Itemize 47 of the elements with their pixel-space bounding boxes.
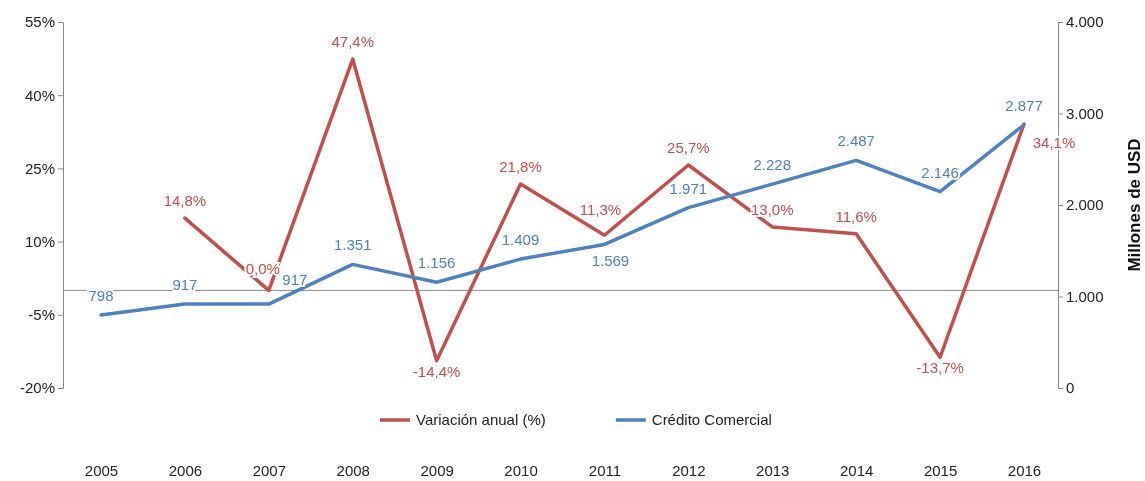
y2-tick-label: 0: [1066, 379, 1075, 397]
x-tick-label: 2014: [839, 461, 874, 479]
data-label: -14,4%: [412, 362, 461, 380]
y2-axis-title: Millones de USD: [1125, 138, 1144, 272]
x-tick-label: 2005: [84, 461, 119, 479]
y-tick-label: 25%: [24, 159, 55, 177]
x-tick-label: 2008: [336, 461, 370, 479]
x-tick-label: 2015: [923, 461, 958, 479]
data-label: 11,3%: [579, 201, 622, 219]
data-label: 1.569: [591, 252, 630, 270]
data-label: 2.487: [837, 132, 875, 150]
data-label: 2.877: [1005, 96, 1043, 114]
data-label: 21,8%: [499, 158, 542, 176]
data-label: 1.409: [501, 231, 540, 249]
data-label: 917: [172, 276, 198, 294]
y2-tick-label: 4.000: [1066, 13, 1104, 31]
y2-tick-label: 2.000: [1066, 196, 1104, 214]
y-tick-label: 10%: [24, 232, 55, 250]
data-label: 25,7%: [667, 138, 710, 156]
y2-tick-label: 3.000: [1066, 104, 1104, 122]
legend-label: Crédito Comercial: [651, 411, 772, 428]
data-label: 2.228: [753, 156, 792, 174]
y-tick-label: 55%: [24, 13, 55, 31]
x-tick-label: 2011: [588, 461, 622, 479]
x-tick-label: 2013: [756, 461, 790, 479]
data-label: 11,6%: [835, 207, 877, 225]
data-label: 1.156: [417, 254, 456, 272]
x-tick-label: 2012: [672, 461, 706, 479]
y2-tick-label: 1.000: [1066, 287, 1104, 305]
y-tick-label: -20%: [19, 379, 55, 397]
data-label: 798: [88, 286, 114, 304]
legend-label: Variación anual (%): [416, 411, 546, 428]
x-tick-label: 2010: [504, 461, 538, 479]
data-label: 1.971: [669, 179, 708, 197]
data-label: 13,0%: [751, 200, 794, 218]
data-label: 1.351: [333, 236, 372, 254]
y-tick-label: -5%: [28, 306, 55, 324]
y-tick-label: 40%: [24, 86, 55, 104]
x-tick-label: 2006: [168, 461, 203, 479]
x-tick-label: 2009: [420, 461, 454, 479]
x-tick-label: 2016: [1007, 461, 1042, 479]
data-label: 917: [282, 271, 308, 289]
data-label: 47,4%: [331, 33, 374, 51]
data-label: -13,7%: [916, 359, 964, 377]
data-label: 14,8%: [163, 192, 207, 210]
x-tick-label: 2007: [252, 461, 287, 479]
data-label: 2.146: [921, 163, 959, 181]
